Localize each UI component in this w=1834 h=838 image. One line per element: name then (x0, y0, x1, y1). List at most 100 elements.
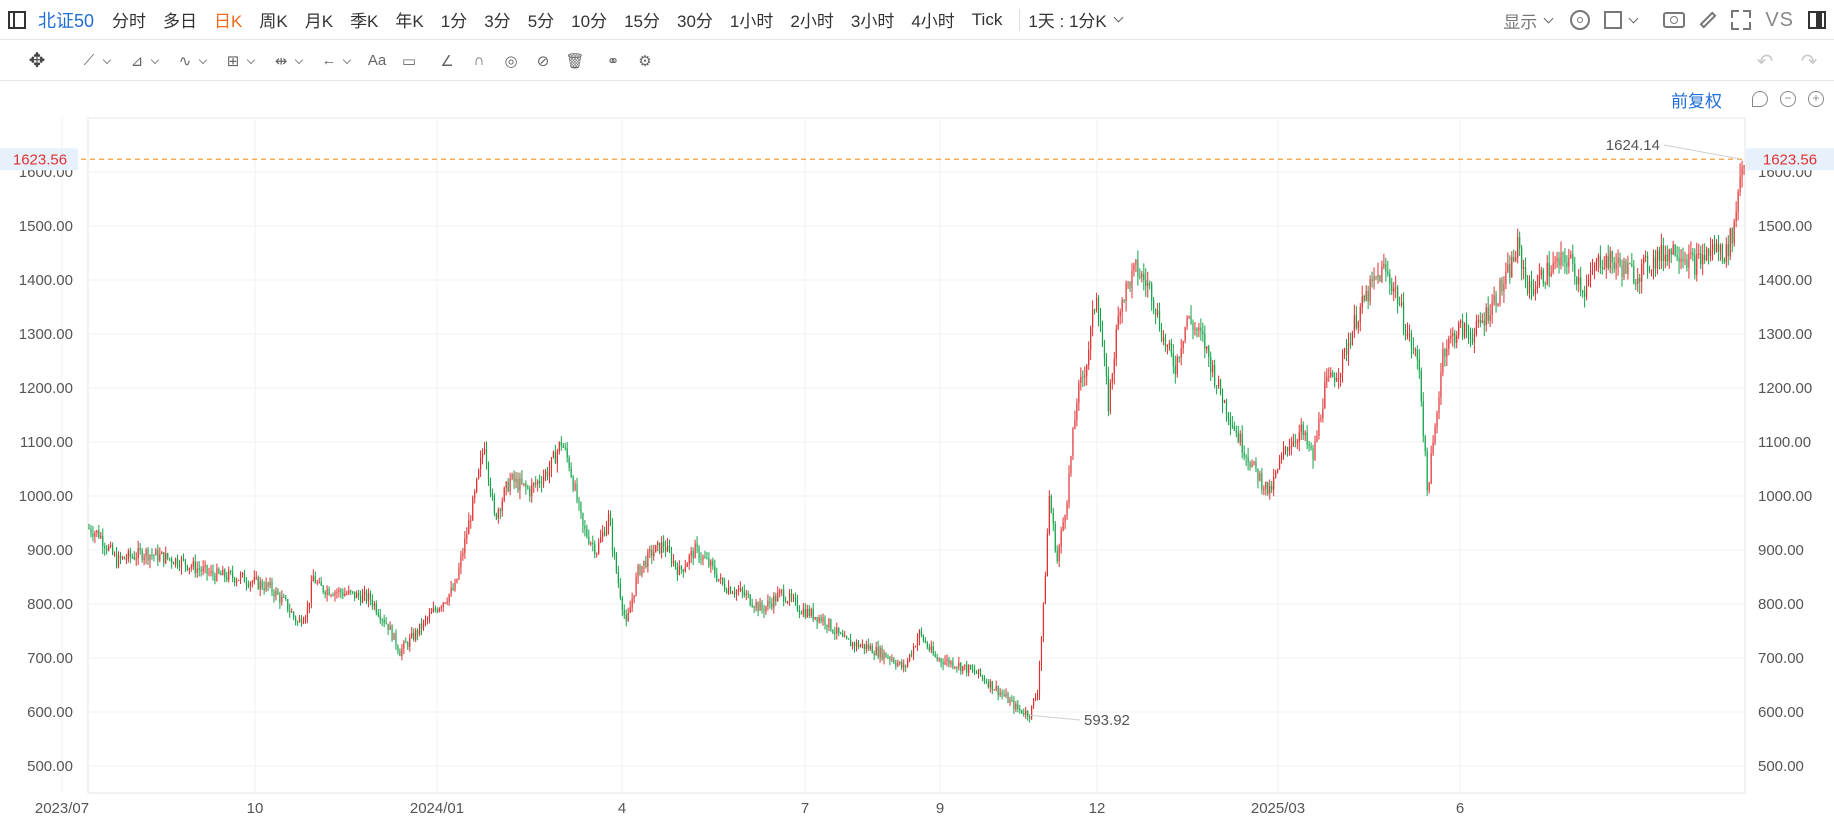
candle-body (499, 509, 501, 512)
candle-body (515, 478, 517, 482)
symbol-name[interactable]: 北证50 (38, 10, 95, 31)
period-3[interactable]: 周K (259, 12, 288, 31)
candle-body (1308, 444, 1310, 447)
measure-icon[interactable]: ⇹ (270, 50, 292, 72)
comment-icon[interactable]: ▭ (401, 52, 417, 70)
right-tools: 显示 VS (1489, 0, 1834, 40)
eye-icon[interactable]: ◎ (504, 52, 518, 70)
layout-button[interactable] (1604, 11, 1641, 29)
candle-body (1432, 442, 1434, 454)
candle-body (1345, 348, 1348, 355)
hide-icon[interactable]: ⊘ (536, 52, 550, 70)
magnet-icon[interactable]: ∩ (473, 52, 485, 69)
compare-button[interactable]: VS (1765, 9, 1794, 32)
period-12[interactable]: 30分 (677, 12, 713, 31)
period-14[interactable]: 2小时 (790, 12, 834, 31)
y-tick-label-left: 800.00 (27, 596, 73, 613)
adjust-mode-button[interactable]: 前复权 (1671, 91, 1722, 111)
candle-body (1082, 376, 1084, 378)
candle-body (1467, 331, 1470, 333)
candle-body (554, 452, 556, 464)
panel-toggle-button[interactable] (1808, 11, 1834, 29)
screenshot-button[interactable] (1663, 12, 1686, 28)
candle-body (115, 554, 118, 567)
candle-body (893, 658, 895, 663)
candle-body (863, 643, 865, 649)
text-icon-label: Aa (367, 52, 387, 69)
period-11[interactable]: 15分 (624, 12, 660, 31)
period-2[interactable]: 日K (214, 12, 243, 31)
settings-icon[interactable]: ⚙ (638, 52, 652, 70)
candle-body (1184, 326, 1186, 342)
period-1[interactable]: 多日 (163, 12, 198, 31)
polyline-icon[interactable]: ⊿ (126, 50, 148, 72)
candle-body (920, 630, 923, 636)
candle-body (1550, 272, 1552, 277)
zoom-in-icon[interactable]: + (1808, 91, 1824, 107)
zoom-out-icon[interactable]: − (1780, 91, 1796, 107)
period-5[interactable]: 季K (350, 12, 379, 31)
candle-body (918, 630, 921, 639)
top-toolbar: 北证50 分时 多日 日K 周K 月K 季K 年K 1分 3分 5分 10分 15分 30分 1小时 2小时… (0, 0, 1834, 40)
candle-body (1704, 254, 1706, 261)
period-8[interactable]: 3分 (484, 12, 511, 31)
range-selector[interactable]: 1天 : 1分K (1028, 7, 1125, 32)
x-tick-label: 2023/07 (35, 800, 89, 817)
reset-icon[interactable] (1752, 91, 1768, 107)
period-17[interactable]: Tick (971, 9, 1003, 29)
trendline-icon[interactable]: ⟋ (78, 50, 100, 72)
candle-body (814, 617, 816, 620)
period-0[interactable]: 分时 (112, 12, 147, 31)
y-tick-label-left: 1000.00 (19, 488, 73, 505)
candle-body (192, 561, 194, 567)
ruler-icon[interactable]: ∠ (440, 52, 454, 70)
fullscreen-button[interactable] (1731, 10, 1752, 30)
candle-body (511, 474, 513, 479)
undo-icon[interactable]: ↶ (1756, 50, 1774, 73)
candle-body (533, 483, 535, 486)
display-label: 显示 (1503, 12, 1538, 32)
candle-body (1499, 280, 1501, 304)
period-7[interactable]: 1分 (440, 12, 468, 31)
price-tag-right-bg (1746, 148, 1834, 171)
text-icon[interactable]: Aa (366, 50, 388, 72)
period-16[interactable]: 4小时 (911, 12, 955, 31)
period-4[interactable]: 月K (304, 12, 334, 31)
candle-body (113, 554, 116, 556)
candle-body (1261, 473, 1263, 490)
link-icon[interactable]: ⚭ (606, 52, 620, 70)
period-15[interactable]: 3小时 (850, 12, 895, 31)
candle-body (1269, 485, 1271, 494)
candle-body (523, 483, 525, 485)
candle-body (722, 577, 724, 584)
wave-icon[interactable]: ∿ (174, 50, 196, 72)
candle-body (405, 642, 407, 644)
display-dropdown[interactable]: 显示 (1503, 8, 1556, 33)
candle-body (259, 581, 261, 590)
period-10[interactable]: 10分 (571, 12, 608, 31)
candle-body (912, 646, 915, 656)
candle-body (1548, 262, 1550, 277)
arrow-icon[interactable]: ← (318, 50, 340, 72)
redo-icon[interactable]: ↷ (1800, 50, 1818, 73)
candle-body (1672, 244, 1674, 255)
candle-body (1341, 351, 1344, 373)
period-9[interactable]: 5分 (527, 12, 555, 31)
period-6[interactable]: 年K (395, 12, 424, 31)
period-13[interactable]: 1小时 (729, 12, 774, 31)
candle-body (1249, 462, 1251, 468)
candle-body (716, 574, 718, 581)
settings-button[interactable] (1570, 10, 1591, 30)
trash-icon[interactable]: 🗑 (565, 52, 585, 70)
candle-body (1237, 432, 1239, 443)
move-icon[interactable]: ✥ (28, 50, 46, 72)
candle-body (822, 617, 824, 622)
candle-body (1666, 254, 1668, 262)
candle-body (1584, 292, 1586, 297)
candle-body (753, 606, 755, 608)
candle-body (472, 497, 474, 521)
candle-body (586, 528, 588, 537)
sidebar-toggle-icon[interactable] (8, 10, 26, 29)
fib-icon[interactable]: ⊞ (222, 50, 244, 72)
